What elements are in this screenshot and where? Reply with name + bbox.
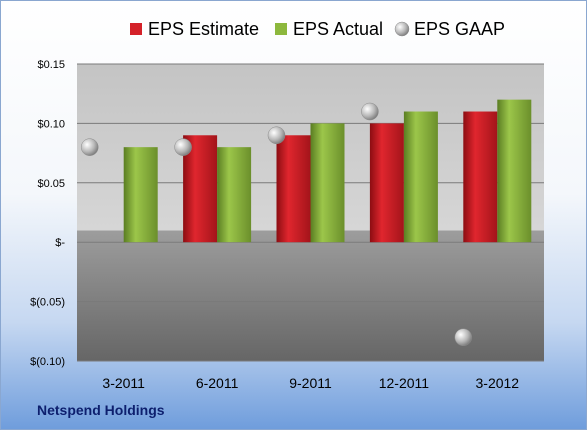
bar-eps-estimate-9-2011	[276, 135, 311, 243]
point-eps-gaap-9-2011	[267, 126, 286, 145]
y-tick-label: $-	[55, 237, 65, 249]
point-eps-gaap-12-2011	[361, 102, 379, 121]
legend-swatch-eps-gaap	[394, 21, 410, 37]
bar-eps-actual-12-2011	[403, 111, 438, 243]
legend-label-eps-actual: EPS Actual	[293, 19, 383, 39]
y-tick-label: $(0.10)	[30, 356, 65, 368]
legend-label-eps-estimate: EPS Estimate	[148, 19, 259, 39]
x-tick-label: 3-2012	[476, 375, 520, 391]
point-eps-gaap-6-2011	[174, 138, 192, 156]
legend-swatch-eps-estimate	[130, 23, 142, 35]
y-tick-label: $0.15	[37, 59, 65, 71]
bar-eps-actual-9-2011	[310, 123, 345, 243]
legend-swatch-eps-actual	[275, 23, 287, 35]
bar-eps-actual-3-2011	[123, 147, 158, 243]
bar-eps-estimate-3-2012	[463, 111, 498, 243]
legend: EPS Estimate EPS Actual EPS GAAP	[130, 19, 505, 39]
x-tick-label: 3-2011	[102, 375, 145, 391]
x-tick-label: 12-2011	[379, 375, 430, 391]
y-tick-label: $0.10	[37, 118, 65, 130]
company-name: Netspend Holdings	[37, 402, 165, 418]
bar-eps-actual-6-2011	[217, 147, 252, 243]
point-eps-gaap-3-2012	[454, 328, 473, 346]
point-eps-gaap-3-2011	[80, 138, 99, 156]
y-tick-label: $0.05	[37, 178, 65, 190]
legend-label-eps-gaap: EPS GAAP	[414, 19, 505, 39]
bar-eps-estimate-12-2011	[369, 123, 404, 243]
x-tick-label: 6-2011	[196, 375, 239, 391]
x-tick-label: 9-2011	[289, 375, 332, 391]
y-tick-label: $(0.05)	[30, 297, 65, 309]
bar-eps-actual-3-2012	[497, 99, 532, 243]
